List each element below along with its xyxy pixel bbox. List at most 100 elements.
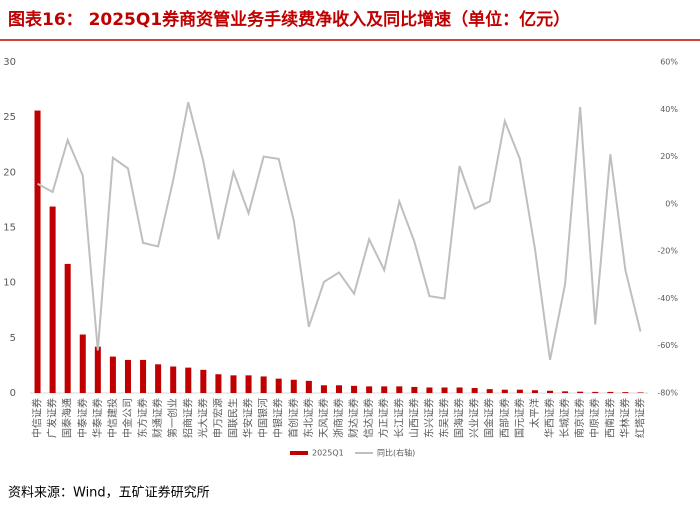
- x-tick-label: 广发证券: [46, 398, 59, 438]
- x-tick-label: 国联民生: [226, 398, 239, 438]
- y-tick-label: 15: [3, 223, 16, 234]
- bar: [320, 385, 327, 393]
- bar: [381, 386, 388, 393]
- x-tick-label: 中国银河: [257, 398, 270, 438]
- x-tick-label: 财通证券: [151, 398, 164, 438]
- bar: [34, 110, 41, 394]
- y2-tick-label: 60%: [660, 58, 678, 67]
- chart-title: 图表16： 2025Q1券商资管业务手续费净收入及同比增速（单位：亿元）: [8, 9, 570, 30]
- x-tick-label: 华泰证券: [91, 398, 104, 438]
- bar: [155, 364, 162, 393]
- bar: [185, 367, 192, 393]
- bar: [456, 387, 463, 393]
- bar: [335, 385, 343, 393]
- y2-tick-label: 0%: [665, 199, 678, 208]
- bar: [79, 334, 86, 393]
- bar: [170, 366, 177, 393]
- bar: [366, 386, 373, 393]
- bar: [531, 390, 538, 393]
- y-tick-label: 20: [3, 167, 16, 178]
- bar: [411, 386, 418, 393]
- y-tick-label: 5: [10, 333, 16, 344]
- bar: [351, 385, 358, 393]
- x-tick-label: 兴业证券: [468, 398, 481, 438]
- bar: [200, 369, 207, 393]
- x-tick-label: 申万宏源: [211, 398, 224, 438]
- x-tick-label: 华西证券: [543, 398, 556, 438]
- y-tick-label: 25: [3, 112, 16, 123]
- bar: [516, 389, 523, 393]
- bar: [426, 387, 433, 393]
- x-tick-label: 浙商证券: [332, 398, 345, 438]
- x-tick-label: 光大证券: [196, 398, 209, 438]
- y-tick-label: 30: [3, 57, 16, 68]
- x-tick-label: 西部证券: [498, 398, 511, 438]
- legend-swatch: [290, 451, 308, 455]
- x-tick-label: 东兴证券: [422, 398, 435, 438]
- y2-tick-label: -20%: [657, 247, 678, 256]
- x-tick-label: 华林证券: [618, 398, 631, 438]
- bar: [245, 375, 252, 393]
- x-tick-label: 国海证券: [453, 398, 466, 438]
- source: 资料来源：Wind，五矿证券研究所: [8, 485, 210, 501]
- x-tick-label: 财达证券: [347, 398, 360, 438]
- bar: [396, 386, 403, 393]
- x-tick-label: 首创证券: [287, 398, 300, 438]
- y2-tick-label: -60%: [657, 341, 678, 350]
- x-tick-label: 第一创业: [166, 398, 179, 438]
- x-tick-label: 长江证券: [392, 398, 405, 438]
- bar: [140, 359, 147, 393]
- x-tick-label: 长城证券: [558, 398, 571, 438]
- bar: [622, 392, 629, 393]
- bar: [637, 392, 644, 393]
- bar: [49, 206, 56, 393]
- x-tick-label: 山西证券: [407, 398, 420, 438]
- bar: [471, 388, 478, 393]
- bar: [547, 390, 554, 393]
- x-tick-label: 太平洋: [528, 398, 541, 428]
- legend-label: 同比(右轴): [377, 448, 415, 458]
- x-tick-label: 招商证券: [181, 398, 194, 438]
- bar: [607, 391, 614, 393]
- x-tick-label: 国金证券: [483, 398, 496, 438]
- x-tick-label: 东北证券: [302, 398, 315, 438]
- x-tick-label: 中信证券: [31, 398, 44, 438]
- y-tick-label: 0: [10, 388, 16, 399]
- x-tick-label: 中原证券: [588, 398, 601, 438]
- bar: [124, 359, 131, 393]
- x-tick-label: 中信建投: [106, 398, 119, 438]
- bar: [290, 379, 297, 393]
- bar: [501, 389, 508, 393]
- x-tick-label: 西南证券: [603, 398, 616, 438]
- bar: [260, 376, 267, 393]
- y2-tick-label: -40%: [657, 294, 678, 303]
- bar: [230, 375, 237, 393]
- bar: [215, 374, 222, 393]
- x-tick-label: 东吴证券: [438, 398, 451, 438]
- bar: [305, 380, 312, 393]
- bar: [64, 263, 71, 393]
- x-tick-label: 方正证券: [377, 398, 390, 438]
- bar: [486, 389, 493, 393]
- x-tick-label: 信达证券: [362, 398, 375, 438]
- x-tick-label: 中泰证券: [76, 398, 89, 438]
- y2-tick-label: 20%: [660, 152, 678, 161]
- line-series: [37, 101, 642, 361]
- y2-tick-label: -80%: [657, 389, 678, 398]
- y-tick-label: 10: [3, 278, 16, 289]
- bar: [592, 391, 599, 393]
- bar: [577, 391, 584, 393]
- x-tick-label: 国泰海通: [61, 398, 74, 438]
- x-tick-label: 红塔证券: [633, 398, 646, 438]
- bar: [441, 387, 448, 393]
- bar: [94, 346, 101, 393]
- x-tick-label: 东方证券: [136, 398, 149, 438]
- x-tick-label: 天风证券: [317, 398, 330, 438]
- x-tick-label: 中金公司: [121, 398, 134, 438]
- bar: [275, 378, 282, 393]
- legend-label: 2025Q1: [312, 449, 344, 458]
- bar: [562, 391, 569, 393]
- bar: [109, 356, 116, 393]
- x-tick-label: 南京证券: [573, 398, 586, 438]
